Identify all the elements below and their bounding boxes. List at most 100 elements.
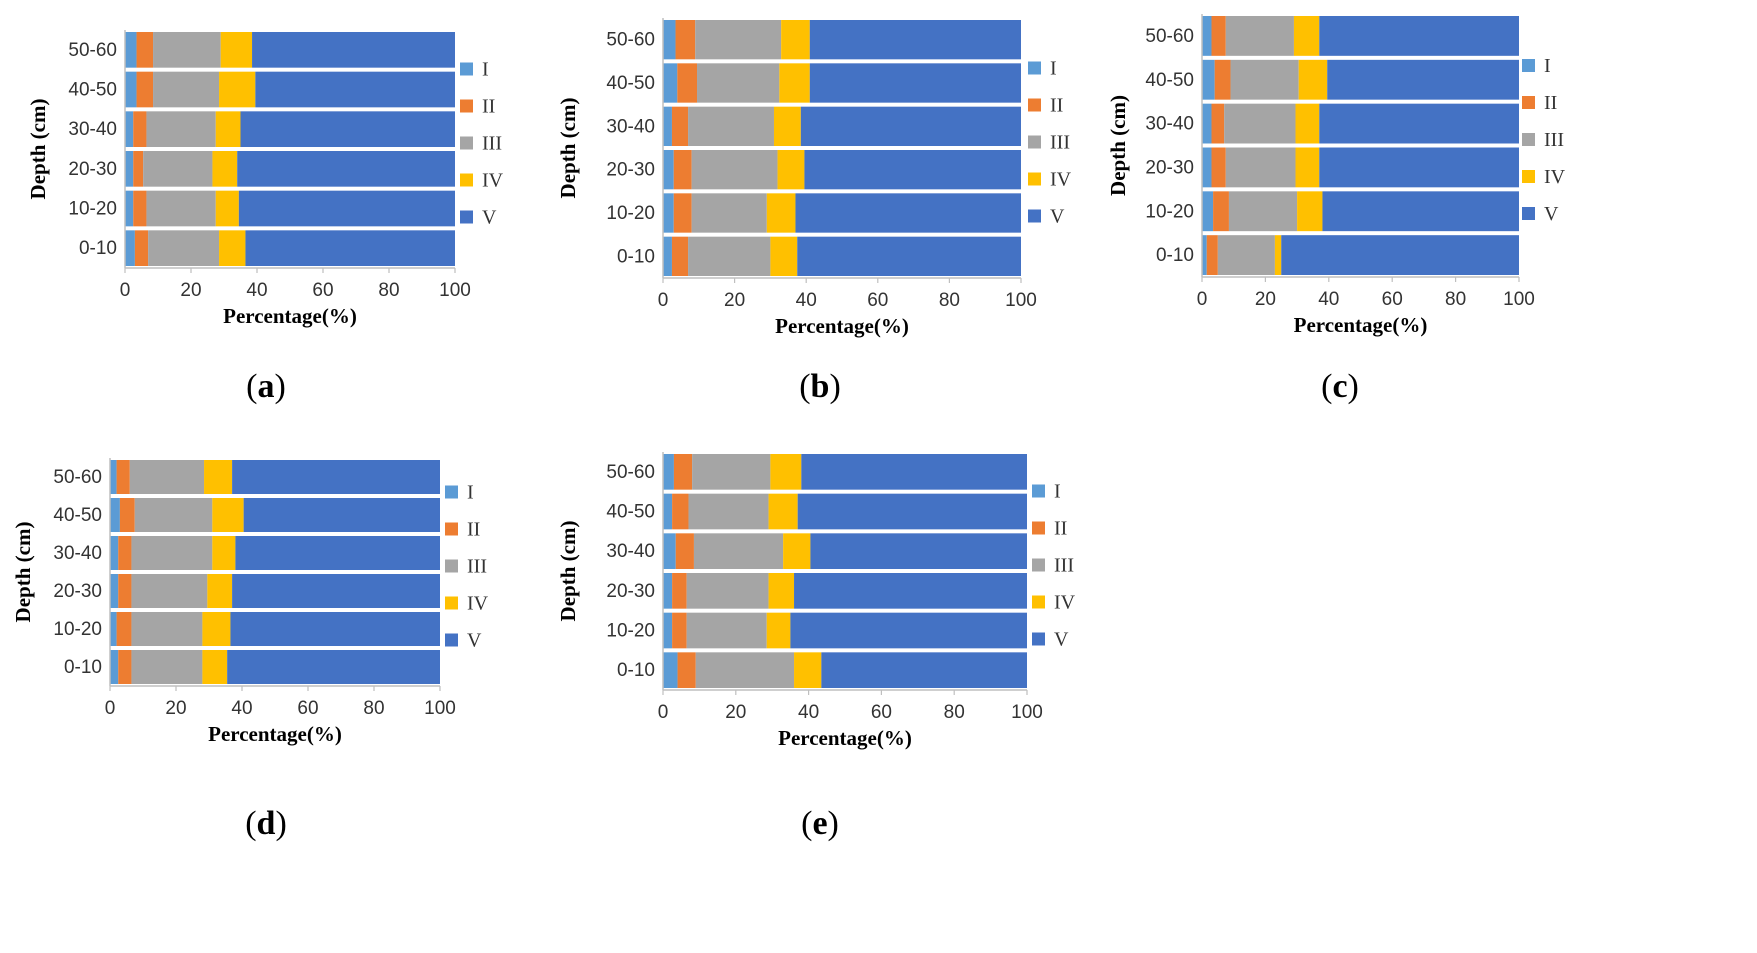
bar-V-30-40 [1319, 103, 1519, 144]
bar-III-20-30 [131, 574, 208, 608]
panel-label-a-letter: a [257, 368, 275, 405]
bar-IV-40-50 [1298, 59, 1328, 100]
bar-III-20-30 [691, 150, 778, 190]
legend-swatch-III [1028, 135, 1041, 149]
category-label: 0-10 [617, 246, 655, 267]
y-axis-title: Depth (cm) [26, 99, 50, 200]
legend-label-II: II [1050, 95, 1063, 117]
bar-III-30-40 [693, 533, 784, 569]
legend-swatch-I [1522, 59, 1535, 72]
bar-II-40-50 [677, 63, 698, 103]
bar-I-20-30 [110, 574, 119, 608]
panel-label-d: (d) [245, 805, 287, 842]
bar-IV-50-60 [220, 32, 253, 68]
legend-swatch-III [445, 559, 458, 573]
bar-V-50-60 [801, 454, 1027, 490]
x-axis-title: Percentage(%) [778, 726, 912, 750]
legend-swatch-I [460, 62, 473, 76]
bar-V-40-50 [255, 71, 455, 108]
bar-IV-50-60 [204, 460, 233, 494]
legend-label-IV: IV [1050, 169, 1072, 191]
bar-III-30-40 [688, 106, 774, 146]
y-axis-title: Depth (cm) [556, 98, 580, 199]
bar-V-0-10 [1281, 235, 1519, 275]
bar-V-20-30 [804, 150, 1021, 190]
category-label: 50-60 [606, 462, 655, 483]
bar-IV-10-20 [766, 612, 791, 649]
bar-V-30-40 [810, 533, 1027, 569]
bar-II-10-20 [672, 612, 687, 649]
bar-V-40-50 [243, 498, 440, 532]
legend-label-I: I [1050, 58, 1057, 80]
bar-V-20-30 [237, 151, 455, 187]
panel-label-b: (b) [799, 368, 841, 405]
bar-V-10-20 [230, 612, 440, 646]
bar-IV-0-10 [770, 236, 798, 276]
bar-IV-20-30 [1295, 147, 1320, 188]
bar-I-0-10 [663, 652, 678, 688]
legend-swatch-III [460, 136, 473, 150]
legend-swatch-II [1028, 98, 1041, 112]
legend-label-III: III [467, 556, 487, 578]
bar-I-10-20 [663, 193, 674, 233]
bar-III-40-50 [153, 71, 220, 108]
bar-II-20-30 [133, 151, 144, 187]
bar-IV-30-40 [773, 106, 801, 146]
bar-III-30-40 [146, 111, 216, 147]
x-tick-label: 0 [105, 698, 116, 719]
bar-IV-40-50 [768, 493, 798, 530]
bar-III-0-10 [148, 230, 220, 266]
category-label: 40-50 [1145, 70, 1194, 91]
x-tick-label: 100 [1503, 289, 1535, 310]
legend-label-II: II [482, 96, 495, 118]
panel-label-e-letter: e [812, 805, 828, 842]
bar-II-0-10 [1206, 235, 1218, 275]
legend-label-II: II [1054, 518, 1067, 540]
x-axis-title: Percentage(%) [223, 304, 357, 328]
category-label: 20-30 [68, 159, 117, 180]
legend-label-II: II [467, 519, 480, 541]
bar-V-30-40 [800, 106, 1021, 146]
chart-svg: 0-10 10-20 20-30 30-40 40-50 50-60 0 20 40 60 80 10… [26, 30, 504, 328]
bar-I-0-10 [663, 236, 672, 276]
bar-II-0-10 [134, 230, 149, 266]
bar-IV-10-20 [202, 612, 231, 646]
legend-swatch-V [1522, 207, 1535, 220]
x-tick-label: 100 [424, 698, 456, 719]
bar-II-50-60 [673, 454, 693, 490]
category-label: 20-30 [606, 581, 655, 602]
category-label: 50-60 [68, 40, 117, 61]
legend-label-V: V [1050, 206, 1065, 228]
bar-I-50-60 [1202, 16, 1212, 56]
legend-label-V: V [1544, 203, 1559, 225]
bar-I-20-30 [125, 151, 134, 187]
bar-I-30-40 [110, 536, 119, 570]
x-tick-label: 0 [120, 280, 131, 301]
bar-II-40-50 [136, 71, 154, 108]
chart-svg: 0-10 10-20 20-30 30-40 40-50 50-60 0 20 40 60 80 10… [11, 458, 489, 746]
bar-II-10-20 [116, 612, 132, 646]
category-label: 10-20 [606, 203, 655, 224]
x-axis-title: Percentage(%) [1294, 313, 1428, 337]
legend-swatch-IV [1522, 170, 1535, 183]
x-tick-label: 20 [165, 698, 186, 719]
bar-IV-10-20 [766, 193, 796, 233]
legend-label-I: I [467, 482, 474, 504]
bar-V-50-60 [232, 460, 440, 494]
bar-I-20-30 [1202, 147, 1212, 188]
category-label: 0-10 [1156, 245, 1194, 266]
x-tick-label: 20 [724, 290, 745, 311]
x-tick-label: 0 [658, 702, 669, 723]
bar-I-10-20 [125, 190, 134, 227]
bar-II-50-60 [136, 32, 154, 68]
category-label: 20-30 [606, 160, 655, 181]
category-label: 0-10 [64, 657, 102, 678]
category-label: 30-40 [53, 543, 102, 564]
bar-IV-30-40 [783, 533, 811, 569]
bar-I-10-20 [1202, 191, 1214, 232]
bar-III-30-40 [1224, 103, 1296, 144]
legend-label-I: I [1054, 481, 1061, 503]
legend-swatch-I [1032, 484, 1045, 498]
legend-label-V: V [467, 630, 482, 652]
panel-label-d-letter: d [256, 805, 276, 842]
